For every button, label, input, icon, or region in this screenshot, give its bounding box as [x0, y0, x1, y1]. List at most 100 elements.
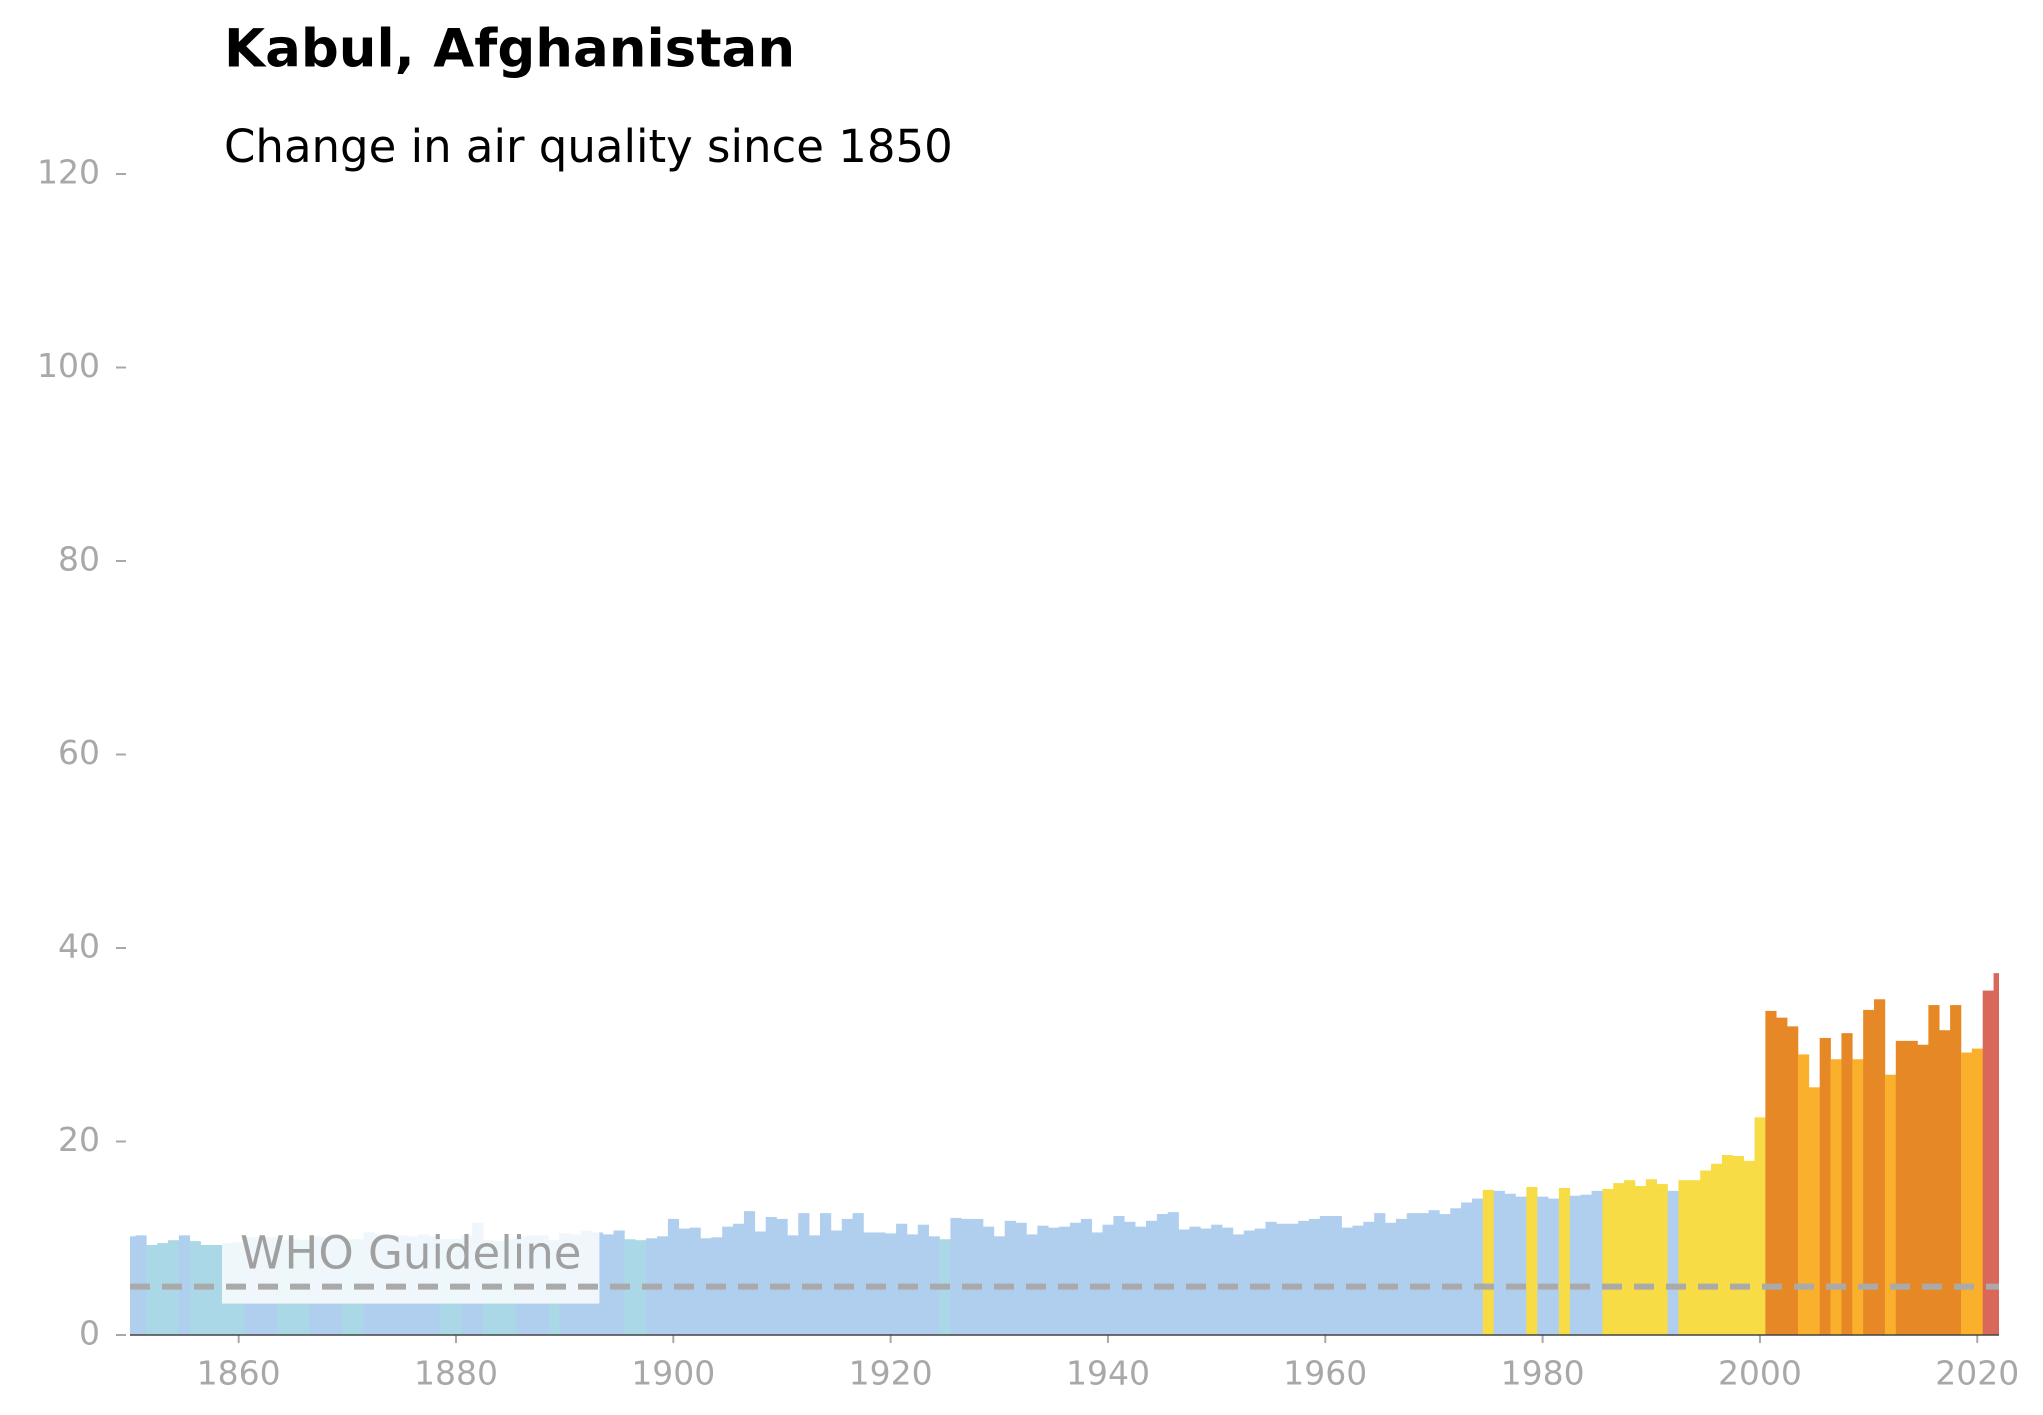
bar	[1004, 1220, 1016, 1335]
bar	[754, 1231, 766, 1335]
bar	[1308, 1218, 1321, 1335]
bar	[1265, 1221, 1277, 1335]
bar	[1971, 1048, 1984, 1335]
bar	[983, 1226, 995, 1335]
bar	[972, 1218, 984, 1335]
bar	[1645, 1179, 1658, 1335]
bar	[743, 1211, 756, 1335]
bar	[1145, 1220, 1158, 1335]
bar	[689, 1227, 701, 1335]
bar	[1656, 1184, 1668, 1335]
bar	[1982, 990, 1994, 1335]
bar	[787, 1235, 799, 1335]
bar	[1015, 1222, 1027, 1335]
bar	[841, 1218, 853, 1335]
bar	[1667, 1190, 1679, 1335]
guideline-label-box	[222, 1220, 600, 1304]
bar	[1450, 1208, 1462, 1335]
bar	[1156, 1214, 1169, 1335]
bar	[798, 1213, 810, 1335]
bar	[776, 1218, 788, 1335]
bar	[613, 1230, 625, 1335]
bar	[1841, 1033, 1853, 1335]
x-tick-label: 1900	[631, 1354, 715, 1393]
bar	[1863, 1009, 1875, 1335]
bar	[1363, 1221, 1375, 1335]
bar	[1178, 1229, 1190, 1335]
bar	[667, 1218, 680, 1335]
bar	[1319, 1215, 1332, 1335]
bar	[1689, 1180, 1701, 1335]
x-tick-label: 2000	[1718, 1354, 1802, 1393]
bar	[885, 1233, 897, 1335]
bar	[820, 1213, 832, 1335]
bar	[1928, 1005, 1940, 1335]
bar	[765, 1216, 777, 1335]
bar	[1884, 1074, 1897, 1335]
bar	[1906, 1040, 1918, 1335]
bar	[1504, 1193, 1516, 1335]
x-tick-label: 2020	[1935, 1354, 2019, 1393]
bar	[1765, 1010, 1777, 1335]
bar	[1352, 1225, 1364, 1335]
bar	[200, 1245, 212, 1335]
bar	[1819, 1037, 1831, 1335]
bar	[1428, 1210, 1440, 1335]
bar	[1613, 1183, 1625, 1335]
bar	[1580, 1194, 1592, 1335]
bar	[1385, 1222, 1397, 1335]
bar	[1591, 1190, 1603, 1335]
bar	[1950, 1005, 1962, 1335]
bar	[602, 1234, 614, 1335]
guideline-label: WHO Guideline	[240, 1227, 581, 1280]
y-tick-label: 100	[37, 346, 100, 385]
bar	[211, 1245, 223, 1335]
chart-subtitle: Change in air quality since 1850	[224, 120, 953, 173]
y-tick-label: 40	[58, 927, 100, 966]
y-tick-label: 120	[37, 153, 100, 192]
bar	[1732, 1156, 1744, 1335]
x-tick-label: 1980	[1501, 1354, 1585, 1393]
bar	[1743, 1160, 1755, 1335]
bar	[1526, 1186, 1538, 1335]
bar	[1189, 1226, 1201, 1335]
bar	[852, 1213, 864, 1335]
bar	[1602, 1188, 1614, 1335]
bar	[896, 1223, 908, 1335]
bar	[1558, 1187, 1571, 1335]
bar	[1874, 999, 1886, 1335]
bar	[1439, 1214, 1451, 1335]
bar	[635, 1240, 647, 1335]
bar	[1276, 1223, 1288, 1335]
bar	[1537, 1196, 1549, 1335]
bar	[1102, 1224, 1114, 1335]
bar	[1395, 1218, 1408, 1335]
bar	[1700, 1170, 1712, 1335]
bar	[961, 1218, 973, 1335]
x-tick-label: 1880	[414, 1354, 498, 1393]
bar	[1341, 1227, 1353, 1335]
bar	[733, 1223, 745, 1335]
bar	[950, 1217, 962, 1335]
bar	[1113, 1215, 1125, 1335]
bar	[1711, 1163, 1723, 1335]
bar	[1515, 1196, 1527, 1335]
bar	[657, 1236, 669, 1335]
bar	[1678, 1180, 1690, 1335]
x-tick-label: 1960	[1283, 1354, 1367, 1393]
bar	[1624, 1180, 1636, 1335]
bar	[1232, 1234, 1245, 1335]
bar	[1211, 1224, 1223, 1335]
bar	[1569, 1195, 1581, 1335]
bar	[1808, 1087, 1821, 1335]
bar	[146, 1245, 158, 1335]
bar	[1048, 1227, 1060, 1335]
bar	[1471, 1198, 1484, 1335]
bar	[1406, 1213, 1418, 1335]
bar	[1037, 1225, 1049, 1335]
bar	[1243, 1230, 1255, 1335]
bar	[1222, 1227, 1234, 1335]
chart-title: Kabul, Afghanistan	[224, 19, 795, 80]
x-tick-label: 1920	[849, 1354, 933, 1393]
